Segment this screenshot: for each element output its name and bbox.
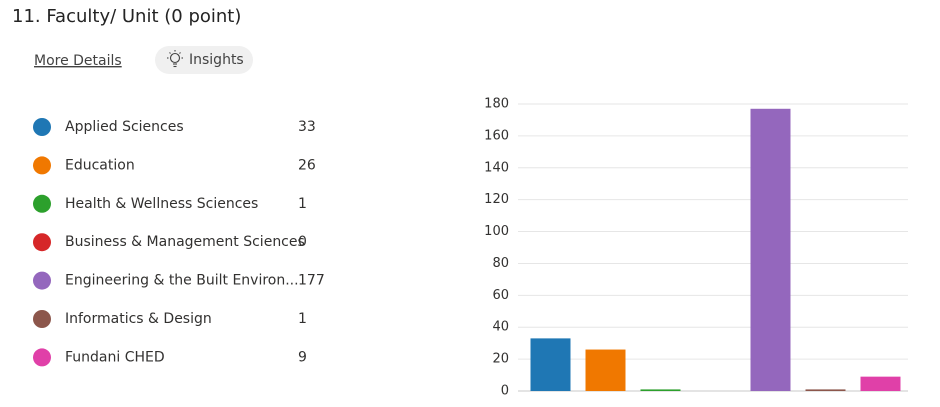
y-tick-label: 160 [484,128,509,143]
bar [640,389,681,391]
y-tick-label: 140 [484,160,509,175]
legend-swatch [33,233,51,252]
legend-count: 177 [298,273,325,289]
legend-label: Engineering & the Built Environ... [65,273,299,289]
legend-swatch [33,194,51,213]
legend-label: Applied Sciences [65,119,184,135]
legend-swatch [33,348,51,367]
legend-count: 26 [298,157,316,173]
question-title: 11. Faculty/ Unit (0 point) [12,6,241,27]
legend-swatch [33,271,51,290]
legend-label: Informatics & Design [65,311,212,327]
y-tick-label: 100 [484,224,509,239]
legend-count: 33 [298,119,316,135]
insights-icon [167,50,183,68]
legend-swatch [33,310,51,328]
legend-label: Fundani CHED [65,349,165,365]
legend-label: Health & Wellness Sciences [65,196,258,212]
legend-swatch [33,118,51,136]
legend-label: Business & Management Sciences [65,234,305,250]
bar [860,376,901,391]
y-tick-label: 0 [501,384,509,399]
y-tick-label: 80 [492,256,509,271]
bar [750,108,791,392]
y-tick-label: 40 [492,320,509,335]
y-tick-label: 120 [484,192,509,207]
bar [585,349,626,391]
legend-count: 1 [298,311,307,327]
legend-count: 0 [298,234,307,250]
bar [805,389,846,391]
y-tick-label: 20 [492,352,509,367]
legend-swatch [33,156,51,175]
insights-label[interactable]: Insights [189,52,244,68]
more-details-link[interactable]: More Details [34,53,122,69]
y-tick-label: 180 [484,97,509,112]
y-tick-label: 60 [492,288,509,303]
bar [530,338,571,391]
legend-count: 1 [298,196,307,212]
legend-count: 9 [298,349,307,365]
legend-label: Education [65,157,135,173]
